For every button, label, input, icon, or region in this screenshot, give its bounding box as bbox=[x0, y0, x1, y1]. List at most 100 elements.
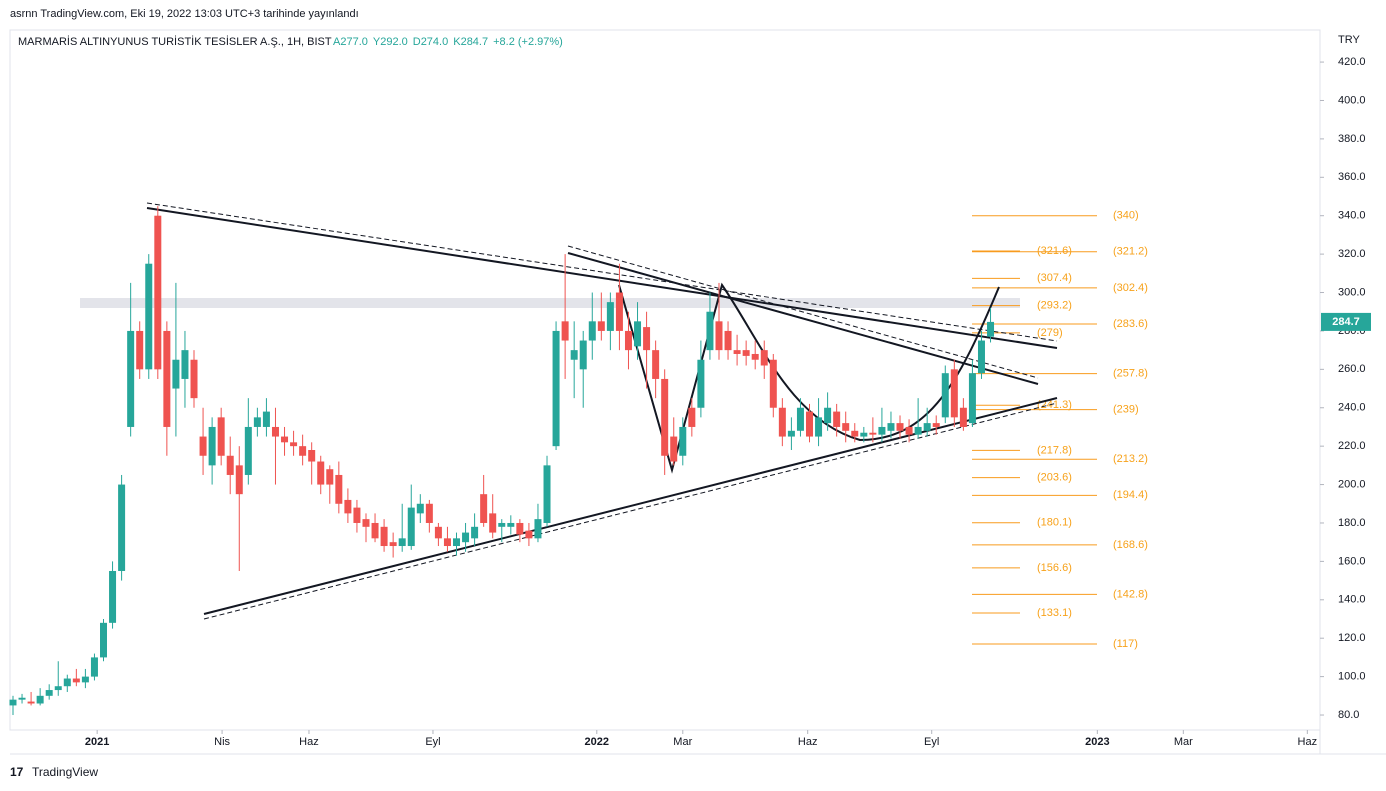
candle-body bbox=[27, 701, 35, 704]
candle bbox=[896, 415, 904, 439]
candle-body bbox=[878, 426, 886, 435]
candle-body bbox=[634, 321, 642, 347]
trendline bbox=[203, 402, 1058, 620]
x-tick-label: Haz bbox=[299, 736, 319, 748]
level-label: (194.4) bbox=[1113, 489, 1148, 501]
candle-body bbox=[588, 321, 596, 341]
candle-body bbox=[507, 522, 515, 527]
candle-body bbox=[914, 426, 922, 435]
candle-body bbox=[389, 542, 397, 547]
candle-body bbox=[72, 678, 80, 683]
x-tick-label: 2023 bbox=[1085, 736, 1109, 748]
candle bbox=[90, 653, 98, 681]
candle bbox=[127, 282, 135, 437]
x-tick-label: 2022 bbox=[585, 736, 609, 748]
candle-body bbox=[688, 407, 696, 427]
candle bbox=[869, 417, 877, 443]
candle bbox=[443, 526, 451, 552]
candle-body bbox=[860, 432, 868, 437]
candle bbox=[652, 340, 660, 399]
candle bbox=[824, 392, 832, 431]
candle bbox=[154, 206, 162, 379]
candle-body bbox=[887, 423, 895, 431]
x-tick-label: Nis bbox=[214, 736, 230, 748]
level-label: (307.4) bbox=[1037, 272, 1072, 284]
candle-body bbox=[208, 426, 216, 466]
candle bbox=[226, 436, 234, 495]
candle bbox=[54, 661, 62, 696]
candle bbox=[335, 461, 343, 514]
candle-body bbox=[190, 359, 198, 399]
candle-body bbox=[851, 430, 859, 437]
ohlc-readout: Y292.0 bbox=[373, 36, 408, 48]
level-label: (340) bbox=[1113, 210, 1139, 222]
candle bbox=[416, 494, 424, 523]
y-tick-label: 100.0 bbox=[1338, 671, 1366, 683]
candle-body bbox=[706, 311, 714, 351]
candle-body bbox=[923, 423, 931, 431]
candle bbox=[425, 499, 433, 533]
candle-body bbox=[652, 350, 660, 379]
candle-body bbox=[308, 450, 316, 462]
candle-body bbox=[471, 526, 479, 539]
candle bbox=[688, 398, 696, 437]
candle-body bbox=[100, 622, 108, 658]
trendline bbox=[146, 207, 1058, 349]
x-tick-label: Haz bbox=[1298, 736, 1318, 748]
candle bbox=[380, 519, 388, 552]
candle bbox=[489, 494, 497, 539]
candle bbox=[63, 674, 71, 692]
candle bbox=[353, 499, 361, 533]
candle-body bbox=[606, 302, 614, 331]
candle-body bbox=[552, 330, 560, 447]
y-tick-label: 300.0 bbox=[1338, 286, 1366, 298]
candle-body bbox=[181, 350, 189, 379]
candle-body bbox=[525, 530, 533, 539]
candle bbox=[742, 340, 750, 366]
candle-body bbox=[489, 513, 497, 533]
candle-body bbox=[353, 507, 361, 523]
candle bbox=[407, 484, 415, 550]
candle bbox=[787, 417, 795, 450]
candle-body bbox=[45, 690, 53, 696]
candle-body bbox=[987, 321, 995, 337]
candle-body bbox=[425, 503, 433, 523]
candle-body bbox=[977, 340, 985, 374]
ohlc-readout: K284.7 bbox=[453, 36, 488, 48]
candle bbox=[968, 359, 976, 427]
candle bbox=[661, 369, 669, 475]
candle-body bbox=[905, 426, 913, 435]
candle bbox=[860, 426, 868, 443]
candle-body bbox=[670, 436, 678, 462]
candle-body bbox=[154, 215, 162, 370]
candle bbox=[371, 513, 379, 543]
candle-body bbox=[480, 494, 488, 523]
candle bbox=[362, 513, 370, 543]
candle-body bbox=[932, 423, 940, 427]
candle-body bbox=[371, 522, 379, 539]
candle bbox=[887, 411, 895, 439]
y-tick-label: 220.0 bbox=[1338, 440, 1366, 452]
candle-body bbox=[127, 330, 135, 427]
candle bbox=[27, 691, 35, 706]
candle bbox=[959, 398, 967, 431]
candle-body bbox=[534, 519, 542, 539]
level-label: (293.2) bbox=[1037, 299, 1072, 311]
candle-body bbox=[516, 522, 524, 535]
y-tick-label: 360.0 bbox=[1338, 171, 1366, 183]
level-label: (180.1) bbox=[1037, 517, 1072, 529]
y-tick-label: 160.0 bbox=[1338, 555, 1366, 567]
candle bbox=[118, 474, 126, 581]
candle bbox=[525, 522, 533, 547]
candle bbox=[190, 350, 198, 408]
candle-body bbox=[697, 359, 705, 408]
candle-body bbox=[407, 507, 415, 547]
candle bbox=[81, 668, 89, 689]
candle bbox=[977, 330, 985, 379]
x-tick-label: Haz bbox=[798, 736, 818, 748]
last-price-tag bbox=[1321, 312, 1371, 331]
logo-mark: 17 bbox=[10, 765, 24, 779]
candle bbox=[914, 398, 922, 439]
level-label: (302.4) bbox=[1113, 282, 1148, 294]
